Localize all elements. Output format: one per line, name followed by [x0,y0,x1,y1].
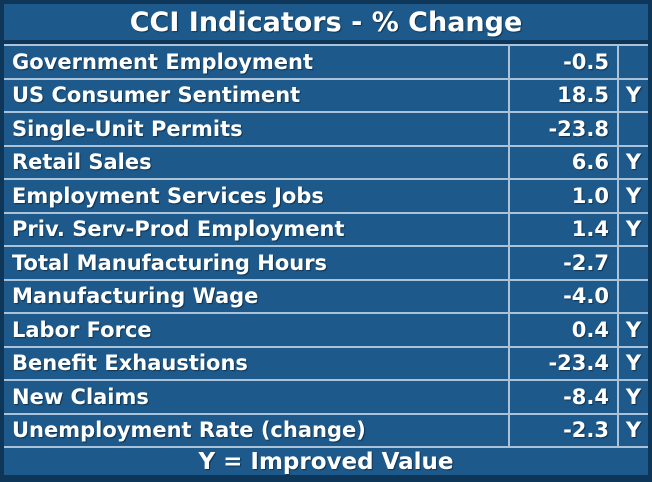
indicator-name: Priv. Serv-Prod Employment [12,217,345,242]
indicator-value: 0.4 [508,314,617,346]
indicator-name: US Consumer Sentiment [12,83,301,108]
improved-flag: Y [617,381,648,413]
indicator-value: 6.6 [508,146,617,178]
improved-flag: Y [617,314,648,346]
improved-flag [617,113,648,145]
table-row: Employment Services Jobs 1.0 Y [4,178,648,212]
improved-flag: Y [617,146,648,178]
table-row: Benefit Exhaustions -23.4 Y [4,345,648,379]
improved-flag: Y [617,414,648,446]
table-footnote: Y = Improved Value [4,446,648,475]
indicator-value: -2.7 [508,247,617,279]
table-row: Labor Force 0.4 Y [4,312,648,346]
indicator-name: Benefit Exhaustions [12,351,248,376]
indicator-name: Government Employment [12,49,314,74]
indicator-name: Manufacturing Wage [12,284,259,309]
table-row: Government Employment -0.5 [4,46,648,78]
indicator-value: -23.8 [508,113,617,145]
indicator-value: 1.0 [508,180,617,212]
indicator-name: Single-Unit Permits [12,116,243,141]
indicator-name: Employment Services Jobs [12,183,324,208]
improved-flag: Y [617,347,648,379]
table-title: CCI Indicators - % Change [4,4,648,40]
table-row: Manufacturing Wage -4.0 [4,278,648,312]
indicator-value: -4.0 [508,280,617,312]
improved-flag [617,280,648,312]
improved-flag [617,247,648,279]
improved-flag: Y [617,213,648,245]
indicator-value: 1.4 [508,213,617,245]
improved-flag: Y [617,180,648,212]
improved-flag [617,46,648,78]
table-row: Priv. Serv-Prod Employment 1.4 Y [4,211,648,245]
indicator-name: Labor Force [12,317,152,342]
indicator-value: 18.5 [508,79,617,111]
indicator-value: -0.5 [508,46,617,78]
improved-flag: Y [617,79,648,111]
table-row: Total Manufacturing Hours -2.7 [4,245,648,279]
table-row: US Consumer Sentiment 18.5 Y [4,77,648,111]
table-body: Government Employment -0.5 US Consumer S… [4,44,648,446]
table-row: Retail Sales 6.6 Y [4,144,648,178]
indicator-name: New Claims [12,384,149,409]
table-row: Single-Unit Permits -23.8 [4,111,648,145]
indicator-name: Unemployment Rate (change) [12,418,366,443]
indicator-name: Total Manufacturing Hours [12,250,328,275]
indicator-name: Retail Sales [12,150,152,175]
table-row: New Claims -8.4 Y [4,379,648,413]
indicator-value: -2.3 [508,414,617,446]
indicator-value: -8.4 [508,381,617,413]
table-row: Unemployment Rate (change) -2.3 Y [4,412,648,446]
indicator-value: -23.4 [508,347,617,379]
